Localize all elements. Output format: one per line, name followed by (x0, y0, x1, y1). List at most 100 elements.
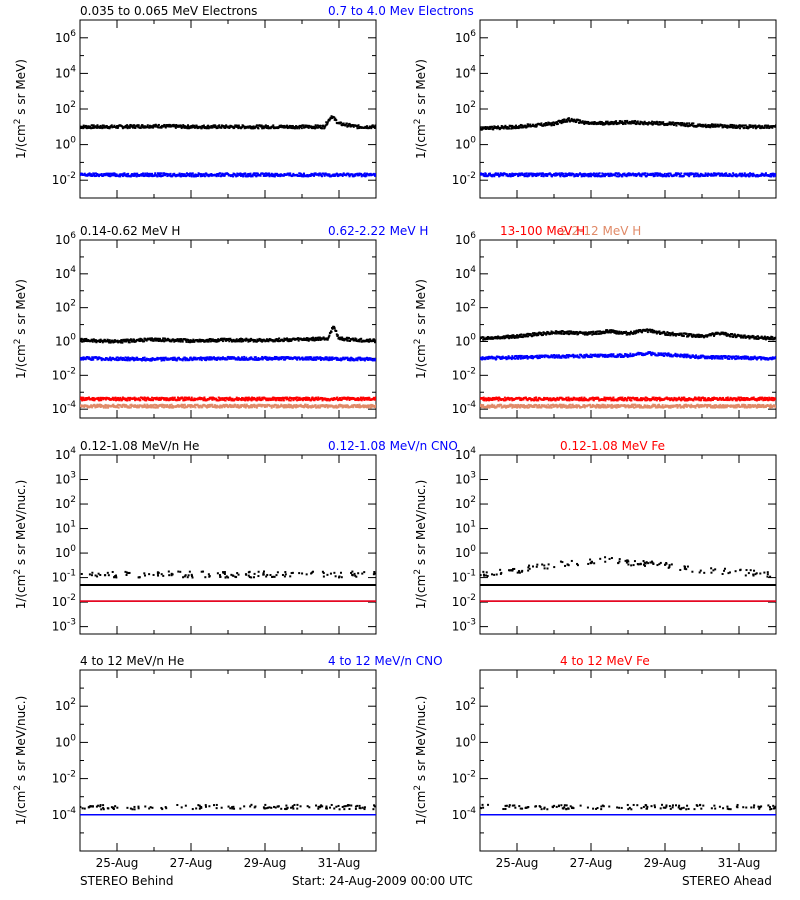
panel-3-series-4-point (101, 396, 104, 399)
panel-1-series-1-point (350, 125, 353, 128)
panel-3-series-1-point (206, 338, 209, 341)
panel-1-series-1-point (265, 126, 268, 129)
panel-1-series-1-point (341, 124, 344, 127)
panel-1-series-1-point (371, 124, 374, 127)
panel-2-series-2-point (608, 175, 611, 178)
panel-3-series-2-point (199, 356, 202, 359)
panel-1-series-1-point (298, 127, 301, 130)
panel-4-series-1-point (612, 329, 615, 332)
panel-2-series-1-point (674, 122, 677, 125)
panel-3-series-4-point (279, 399, 282, 402)
panel-3-series-1-point (213, 340, 216, 343)
panel-3-series-4-point (289, 399, 292, 402)
panel-2-series-2-point (487, 174, 490, 177)
panel-1-series-2-point (300, 175, 303, 178)
panel-1-series-2-point (108, 174, 111, 177)
panel-1-series-2-point (347, 173, 350, 176)
panel-3-series-3-point (208, 403, 211, 406)
panel-2-series-2-point (531, 172, 534, 175)
panel-2-series-1-point (653, 121, 656, 124)
panel-3-series-1-point (366, 340, 369, 343)
panel-2-series-1-point (495, 126, 498, 129)
panel-4-series-1-point (518, 335, 521, 338)
panel-3-series-4-point (198, 398, 201, 401)
panel-1-series-2-point (247, 175, 250, 178)
panel-2-series-2-point (594, 174, 597, 177)
panel-1-series-2-point (345, 174, 348, 177)
panel-3-series-4-point (209, 397, 212, 400)
panel-3-series-4-point (186, 397, 189, 400)
panel-2-series-1-point (725, 126, 728, 129)
panel-3-series-3-point (365, 405, 368, 408)
panel-3-series-1-point (173, 340, 176, 343)
panel-2-series-1-point (543, 123, 546, 126)
panel-3-series-2-point (318, 356, 321, 359)
panel-2-series-1-point (524, 124, 527, 127)
panel-3-series-2-point (352, 357, 355, 360)
panel-2-series-2-point (592, 173, 595, 176)
panel-3-series-1-point (297, 339, 300, 342)
panel-1-series-2-point (253, 174, 256, 177)
panel-1-series-2-point (135, 175, 138, 178)
panel-2-series-2-point (774, 173, 776, 176)
panel-2-series-1-point (498, 126, 501, 129)
panel-3-series-1-point (197, 339, 200, 342)
panel-3-series-1-point (268, 337, 271, 340)
panel-2-series-2-point (530, 172, 533, 175)
panel-3-series-2-point (161, 357, 164, 360)
panel-1-series-2-point (147, 172, 150, 175)
panel-1-series-2-point (272, 175, 275, 178)
panel-2-series-2-point (501, 173, 504, 176)
panel-1-series-1-point (102, 126, 105, 129)
panel-2-series-1-point (510, 126, 513, 129)
panel-4-ytick-label-5: 104 (455, 265, 476, 281)
panel-3-series-3-point (220, 406, 223, 409)
panel-3-series-2-point (209, 358, 212, 361)
panel-3-series-3-point (183, 403, 186, 406)
panel-3-series-4-point (85, 396, 88, 399)
panel-3-series-3-point (359, 406, 362, 409)
panel-3-series-3-point (103, 405, 106, 408)
panel-3-series-1-point (162, 337, 165, 340)
panel-3-series-3-point (263, 404, 266, 407)
panel-2-series-1-point (624, 119, 627, 122)
panel-3-series-1-point (365, 339, 368, 342)
panel-2-series-2-point (484, 173, 487, 176)
panel-4-series-1-point (612, 330, 615, 333)
panel-3-series-3-point (293, 404, 296, 407)
panel-1-series-2-point (356, 172, 359, 175)
panel-3-series-3-point (314, 404, 317, 407)
panel-2-series-1-point (743, 126, 746, 129)
panel-3-series-4-point (288, 399, 291, 402)
panel-3-series-3-point (294, 405, 297, 408)
panel-1-series-2-point (164, 174, 167, 177)
panel-1-series-2-point (291, 174, 294, 177)
panel-2-series-1-point (661, 122, 664, 125)
panel-1-series-1-point (281, 126, 284, 129)
panel-1-series-2-point (306, 174, 309, 177)
panel-3-series-4-point (172, 398, 175, 401)
panel-3-series-1-point (178, 339, 181, 342)
panel-3-series-1-point (191, 340, 194, 343)
panel-2-series-1-point (684, 125, 687, 128)
panel-1-series-1-point (295, 125, 298, 128)
panel-2-series-2-point (722, 174, 725, 177)
panel-1-series-2-point (160, 172, 163, 175)
panel-3-series-4-point (225, 396, 228, 399)
panel-2-series-1-point (606, 120, 609, 123)
panel-3-series-4-point (346, 396, 349, 399)
panel-3-series-4-point (285, 398, 288, 401)
panel-1-series-1-point (187, 124, 190, 127)
panel-3-series-2-point (266, 356, 269, 359)
panel-2-series-2-point (533, 172, 536, 175)
panel-4-series-1-point (628, 333, 631, 336)
panel-3-series-4-point (305, 396, 308, 399)
panel-3-series-4-point (210, 397, 213, 400)
panel-1-series-2-point (360, 172, 363, 175)
panel-3-series-4-point (133, 396, 136, 399)
panel-3-series-3-point (96, 403, 99, 406)
panel-2-series-2-point (524, 172, 527, 175)
panel-1-series-1-point (264, 124, 267, 127)
panel-2-series-1-point (669, 121, 672, 124)
panel-1-series-1-point (80, 125, 82, 128)
